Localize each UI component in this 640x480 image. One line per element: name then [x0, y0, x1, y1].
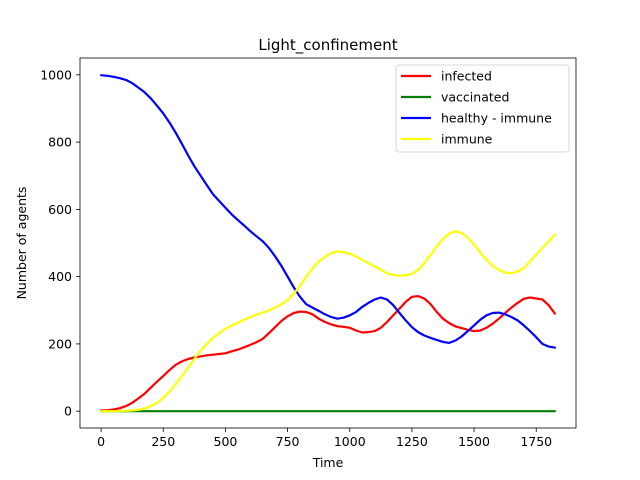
x-tick-label: 750	[276, 434, 300, 449]
chart-title: Light_confinement	[258, 36, 397, 55]
series-line-healthy-immune	[100, 74, 556, 349]
axes-frame	[79, 57, 577, 429]
y-tick-label: 600	[48, 202, 72, 217]
y-tick-label: 0	[64, 404, 72, 419]
legend-label-vaccinated: vaccinated	[441, 90, 509, 105]
x-tick-label: 500	[214, 434, 238, 449]
y-tick-label: 400	[48, 269, 72, 284]
x-axis-label: Time	[312, 455, 344, 470]
y-tick-label: 1000	[40, 67, 72, 82]
y-axis-label: Number of agents	[14, 187, 29, 300]
y-tick-label: 200	[48, 336, 72, 351]
series-line-immune	[100, 230, 556, 413]
legend-box	[395, 64, 570, 153]
legend-items: infected vaccinated healthy - immune immune	[401, 69, 552, 147]
x-tick-label: 0	[97, 434, 105, 449]
series-line-infected	[100, 295, 556, 412]
legend: infected vaccinated healthy - immune immune	[395, 64, 570, 153]
y-axis-ticks: 0 200 400 600 800 1000	[40, 67, 80, 419]
x-tick-label: 1000	[334, 434, 366, 449]
plot-area: 0 250 500 750 1000 1250 1500 1750 0 200 400 600 800…	[40, 57, 577, 449]
y-tick-label: 800	[48, 135, 72, 150]
x-tick-label: 1500	[458, 434, 490, 449]
x-tick-label: 1250	[396, 434, 428, 449]
legend-label-immune: immune	[441, 132, 493, 147]
series-layer	[100, 74, 556, 413]
legend-label-infected: infected	[441, 69, 492, 84]
x-tick-label: 1750	[520, 434, 552, 449]
x-axis-ticks: 0 250 500 750 1000 1250 1500 1750	[97, 428, 552, 449]
x-tick-label: 250	[151, 434, 175, 449]
legend-label-healthy-immune: healthy - immune	[441, 111, 552, 126]
